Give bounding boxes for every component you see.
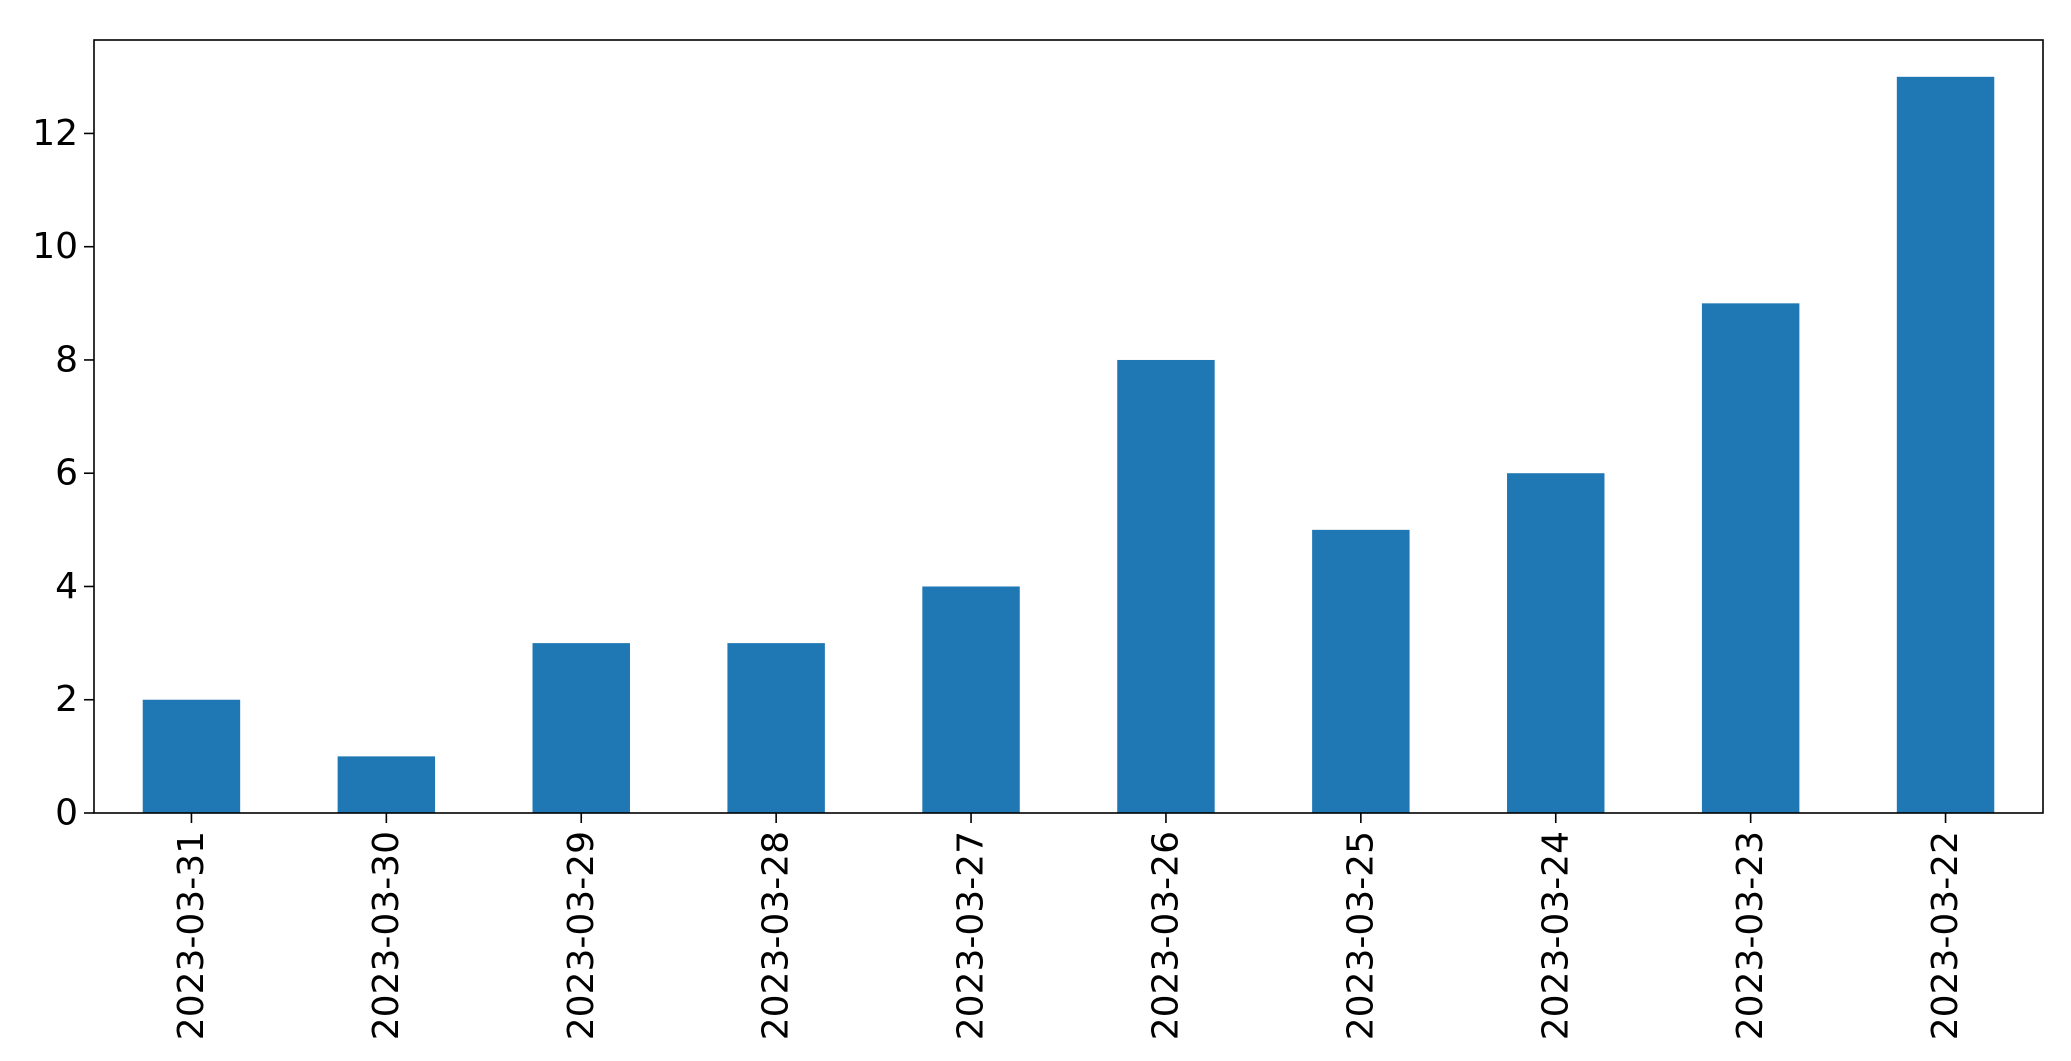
y-tick-label: 8 xyxy=(55,339,78,380)
y-axis: 0 2 4 6 8 10 12 xyxy=(32,113,94,834)
x-tick-label: 2023-03-30 xyxy=(366,831,407,1040)
x-tick-label: 2023-03-22 xyxy=(1925,831,1966,1040)
x-tick-label: 2023-03-23 xyxy=(1730,831,1771,1040)
y-tick-label: 12 xyxy=(32,113,78,154)
bar-2023-03-23 xyxy=(1701,303,1800,813)
bar-2023-03-29 xyxy=(532,643,630,813)
x-tick-label: 2023-03-26 xyxy=(1145,831,1186,1040)
bar-2023-03-25 xyxy=(1312,529,1410,813)
x-tick-label: 2023-03-28 xyxy=(756,831,797,1040)
bar-2023-03-24 xyxy=(1507,473,1605,813)
bar-2023-03-27 xyxy=(922,586,1020,813)
x-tick-label: 2023-03-27 xyxy=(951,831,992,1040)
y-tick-label: 4 xyxy=(55,566,78,607)
y-tick-label: 6 xyxy=(55,453,78,494)
plot-frame xyxy=(93,39,2044,814)
bar-2023-03-26 xyxy=(1117,359,1215,813)
x-tick-label: 2023-03-25 xyxy=(1340,831,1381,1040)
y-tick-label: 10 xyxy=(32,226,78,267)
y-tick-label: 2 xyxy=(55,679,78,720)
bars-group xyxy=(142,76,1995,814)
bar-2023-03-31 xyxy=(142,699,241,813)
bar-2023-03-30 xyxy=(337,756,436,813)
x-tick-label: 2023-03-24 xyxy=(1535,831,1576,1040)
bar-2023-03-22 xyxy=(1896,76,1995,814)
y-tick-label: 0 xyxy=(55,793,78,834)
bar-2023-03-28 xyxy=(727,643,825,813)
x-tick-label: 2023-03-29 xyxy=(561,831,602,1040)
x-tick-label: 2023-03-31 xyxy=(171,831,212,1040)
x-axis: 2023-03-31 2023-03-30 2023-03-29 2023-03-28… xyxy=(171,813,1966,1040)
